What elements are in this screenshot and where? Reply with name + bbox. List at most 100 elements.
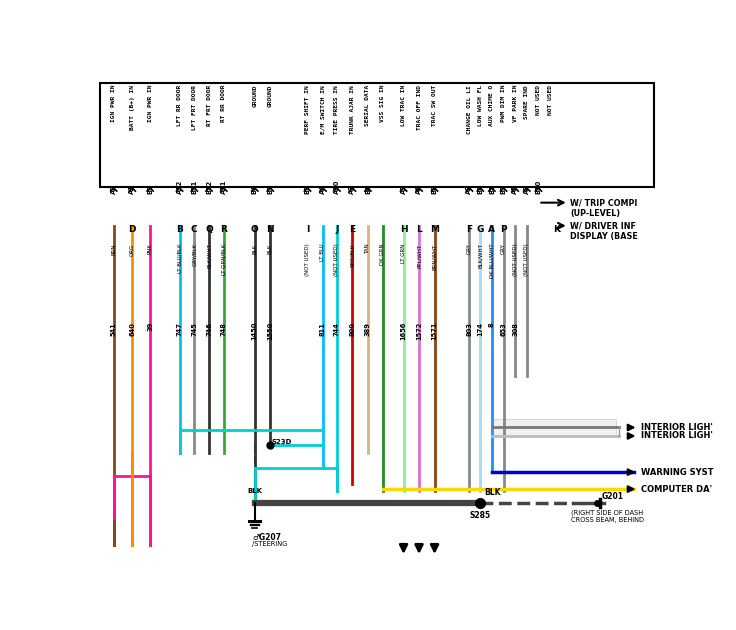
- Text: LT GRN: LT GRN: [401, 243, 406, 263]
- Text: GRY/BLK: GRY/BLK: [192, 243, 197, 266]
- Text: TIRE PRESS IN: TIRE PRESS IN: [334, 85, 339, 134]
- Text: DK BLU/WHT: DK BLU/WHT: [489, 243, 495, 278]
- Text: S285: S285: [470, 511, 491, 520]
- Text: O: O: [251, 225, 258, 234]
- Text: L: L: [416, 225, 422, 234]
- Text: PPL/WHT: PPL/WHT: [417, 243, 422, 268]
- Text: RT RR DOOR: RT RR DOOR: [222, 85, 226, 122]
- Text: B: B: [176, 225, 183, 234]
- Text: G: G: [477, 225, 484, 234]
- Text: 1572: 1572: [416, 322, 422, 340]
- Text: A5: A5: [512, 185, 518, 194]
- Text: N: N: [266, 225, 274, 234]
- Text: A8: A8: [524, 185, 530, 194]
- Text: BLK: BLK: [484, 488, 500, 497]
- Text: (NOT USED): (NOT USED): [513, 243, 517, 276]
- Text: BLK: BLK: [252, 243, 258, 254]
- Text: (NOT USED): (NOT USED): [305, 243, 310, 276]
- Text: AUX CHIME O: AUX CHIME O: [489, 85, 495, 126]
- Text: A1: A1: [130, 185, 135, 194]
- Text: D: D: [129, 225, 136, 234]
- Text: (RIGHT SIDE OF DASH
CROSS BEAM, BEHIND: (RIGHT SIDE OF DASH CROSS BEAM, BEHIND: [571, 509, 644, 523]
- Text: G201: G201: [602, 493, 624, 501]
- Text: NOT USED: NOT USED: [536, 85, 541, 115]
- Text: B10: B10: [535, 180, 542, 194]
- Text: LT BLU/BLK: LT BLU/BLK: [177, 243, 182, 273]
- Text: /STEERING: /STEERING: [252, 541, 287, 547]
- Text: INTERIOR LIGH': INTERIOR LIGH': [641, 432, 712, 440]
- Text: IGN PWR IN: IGN PWR IN: [148, 85, 152, 122]
- Text: IGN PWR IN: IGN PWR IN: [111, 85, 116, 122]
- Text: E: E: [350, 225, 355, 234]
- Text: B11: B11: [191, 180, 197, 194]
- Text: I: I: [305, 225, 309, 234]
- Text: E/M SWITCH IN: E/M SWITCH IN: [320, 85, 325, 134]
- Text: LFT FRT DOOR: LFT FRT DOOR: [192, 85, 197, 130]
- Text: F: F: [467, 225, 473, 234]
- Text: 1550: 1550: [267, 322, 273, 340]
- Text: (NOT USED): (NOT USED): [524, 243, 529, 276]
- Text: Q: Q: [205, 225, 213, 234]
- Text: A11: A11: [221, 180, 227, 194]
- Text: 747: 747: [177, 322, 183, 336]
- Text: 745: 745: [191, 322, 197, 336]
- Text: CHANGE OIL LI: CHANGE OIL LI: [467, 85, 472, 134]
- Text: 803: 803: [467, 322, 473, 336]
- Text: 8: 8: [489, 322, 495, 326]
- Text: B9: B9: [147, 185, 153, 194]
- Text: B7: B7: [305, 185, 311, 194]
- Text: 653: 653: [500, 322, 506, 336]
- Text: 1656: 1656: [400, 322, 406, 340]
- Text: M: M: [430, 225, 439, 234]
- Text: A4: A4: [320, 185, 326, 194]
- Text: TAN: TAN: [365, 243, 370, 255]
- Text: TRUNK AJAR IN: TRUNK AJAR IN: [350, 85, 355, 134]
- Text: 39: 39: [147, 322, 153, 331]
- Text: B2: B2: [431, 185, 437, 194]
- Text: B4: B4: [252, 185, 258, 194]
- Text: B5: B5: [267, 185, 273, 194]
- Text: 308: 308: [512, 322, 518, 336]
- Text: P: P: [500, 225, 507, 234]
- Text: COMPUTER DA': COMPUTER DA': [641, 484, 712, 493]
- Text: LT BLU: LT BLU: [320, 243, 325, 261]
- Text: VSS SIG IN: VSS SIG IN: [380, 85, 385, 122]
- Text: A9: A9: [467, 185, 473, 194]
- Text: 800: 800: [350, 322, 355, 336]
- Text: RT FRT DOOR: RT FRT DOOR: [207, 85, 211, 126]
- Text: BLK: BLK: [268, 243, 273, 254]
- Text: B8: B8: [477, 185, 484, 194]
- Text: NOT USED: NOT USED: [548, 85, 553, 115]
- Text: ORG: ORG: [130, 243, 135, 256]
- Text: TRAC SW OUT: TRAC SW OUT: [432, 85, 437, 126]
- Text: A2: A2: [110, 185, 117, 194]
- Text: WARNING SYST: WARNING SYST: [641, 467, 713, 477]
- Text: W/ TRIP COMPI
(UP-LEVEL): W/ TRIP COMPI (UP-LEVEL): [570, 199, 637, 218]
- Text: 640: 640: [130, 322, 135, 336]
- Text: LOW WASH FL: LOW WASH FL: [478, 85, 483, 126]
- Text: 1571: 1571: [431, 322, 437, 340]
- Text: RED/BLK: RED/BLK: [350, 243, 355, 267]
- Text: LFT RR DOOR: LFT RR DOOR: [177, 85, 182, 126]
- Bar: [492, 419, 616, 436]
- Text: INTERIOR LIGH': INTERIOR LIGH': [641, 423, 712, 432]
- Bar: [100, 83, 654, 187]
- Text: DK GRN: DK GRN: [380, 243, 385, 265]
- Text: SERIAL DATA: SERIAL DATA: [365, 85, 370, 126]
- Text: BLK/WHT: BLK/WHT: [207, 243, 211, 268]
- Text: 389: 389: [365, 322, 371, 336]
- Text: BRN/WHT: BRN/WHT: [432, 243, 437, 270]
- Text: 811: 811: [320, 322, 326, 336]
- Text: 1450: 1450: [252, 322, 258, 340]
- Text: BATT (B+) IN: BATT (B+) IN: [130, 85, 135, 130]
- Text: LOW TRAC IN: LOW TRAC IN: [401, 85, 406, 126]
- Text: 174: 174: [477, 322, 484, 336]
- Text: A3: A3: [400, 185, 406, 194]
- Text: VF PARK IN: VF PARK IN: [513, 85, 517, 122]
- Text: R: R: [220, 225, 227, 234]
- Text: TRAC OFF IND: TRAC OFF IND: [417, 85, 422, 130]
- Text: B12: B12: [206, 180, 212, 194]
- Text: ♂G207: ♂G207: [252, 533, 281, 542]
- Text: PWM DIM IN: PWM DIM IN: [501, 85, 506, 122]
- Text: 748: 748: [221, 322, 227, 336]
